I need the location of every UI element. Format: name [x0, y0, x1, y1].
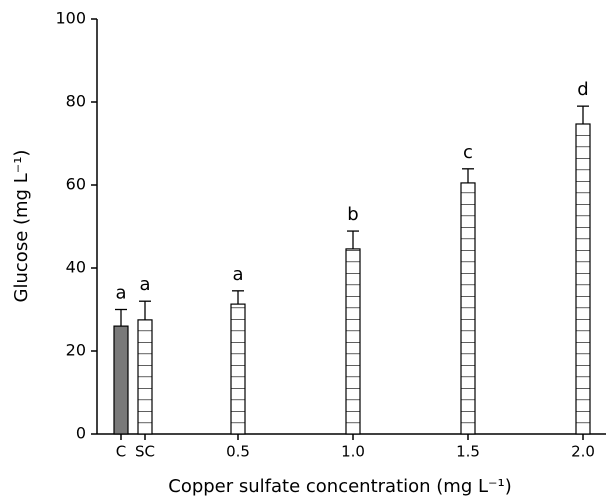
y-tick-label: 20 — [66, 341, 86, 360]
bar — [575, 123, 591, 435]
bar — [137, 319, 153, 435]
y-tick-label: 80 — [66, 92, 86, 111]
x-tick-label: 2.0 — [571, 443, 595, 461]
y-tick-label: 40 — [66, 258, 86, 277]
x-tick-label: 1.5 — [456, 443, 480, 461]
bar — [460, 182, 476, 435]
significance-letter: a — [232, 264, 243, 285]
x-tick-label: SC — [135, 443, 155, 461]
significance-letter: a — [115, 283, 126, 304]
bar — [345, 248, 361, 435]
significance-letter: b — [347, 204, 358, 225]
bar — [230, 303, 246, 435]
y-tick-label: 60 — [66, 175, 86, 194]
x-axis-label: Copper sulfate concentration (mg L⁻¹) — [168, 476, 512, 497]
x-tick-label: 1.0 — [341, 443, 365, 461]
significance-letter: a — [139, 274, 150, 295]
x-tick-label: C — [116, 443, 126, 461]
bar — [113, 325, 129, 435]
significance-letter: c — [463, 142, 473, 163]
x-tick-label: 0.5 — [226, 443, 250, 461]
significance-letter: d — [577, 79, 588, 100]
y-tick-label: 0 — [76, 424, 86, 443]
y-tick-label: 100 — [55, 9, 86, 28]
y-axis-label: Glucose (mg L⁻¹) — [11, 150, 32, 303]
